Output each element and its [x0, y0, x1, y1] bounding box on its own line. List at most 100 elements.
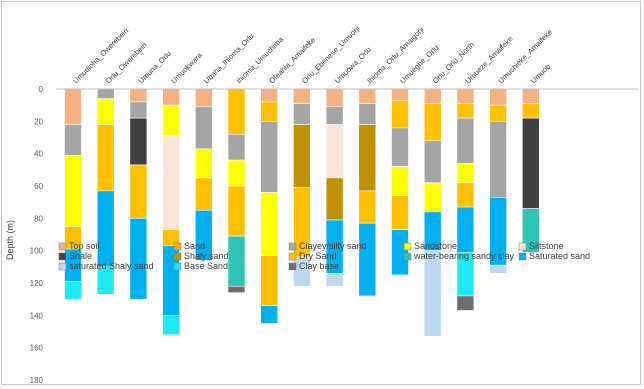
layer-segment — [521, 103, 540, 119]
legend-label: Clay base — [299, 261, 339, 271]
legend-swatch — [173, 262, 182, 271]
layer-segment — [489, 104, 507, 122]
y-tick-label: 180 — [30, 376, 44, 384]
legend-swatch — [173, 242, 182, 251]
legend: Top soil Sand Clayey/silty sand Sandstone Si… — [58, 241, 590, 271]
legend-label: saturated Shaly sand — [69, 261, 154, 271]
layer-segment — [423, 140, 442, 184]
legend-swatch — [58, 252, 67, 261]
layer-segment — [358, 222, 377, 297]
layer-segment — [195, 209, 213, 261]
layer-segment — [293, 124, 311, 188]
layer-segment — [260, 305, 279, 324]
layer-segment — [423, 250, 442, 337]
legend-item: Base Sand — [173, 261, 228, 271]
legend-label: Sand — [184, 241, 205, 251]
layer-segment — [195, 88, 213, 108]
layer-segment — [489, 264, 507, 274]
layer-segment — [162, 88, 180, 106]
legend-item: Saturated sand — [518, 251, 590, 261]
layer-segment — [96, 190, 115, 268]
layer-segment — [391, 127, 409, 167]
well-column — [96, 88, 115, 295]
well-label: Umudioha_Owerebeiri — [71, 26, 130, 85]
layer-segment — [195, 148, 213, 179]
layer-segment — [391, 88, 409, 101]
well-label: Umuna_Orlu — [136, 49, 172, 85]
well-column — [423, 88, 442, 337]
layer-segment — [162, 315, 180, 336]
layer-segment — [293, 88, 311, 104]
layer-segment — [423, 182, 442, 213]
legend-swatch — [288, 242, 297, 251]
legend-item: water-bearing sandy clay — [403, 251, 515, 261]
legend-swatch — [58, 242, 67, 251]
well-column — [521, 88, 540, 253]
layer-segment — [456, 206, 475, 253]
legend-label: Base Sand — [184, 261, 228, 271]
layer-segment — [325, 124, 344, 179]
layer-segment — [64, 124, 82, 156]
legend-item: Sandstone — [403, 241, 457, 251]
y-tick-label: 60 — [34, 182, 43, 191]
layer-segment — [521, 117, 540, 209]
legend-label: Top soil — [69, 241, 100, 251]
well-column — [64, 88, 82, 300]
legend-label: Sandstone — [414, 241, 457, 251]
layer-segment — [358, 88, 377, 104]
layer-segment — [260, 255, 279, 306]
y-tick-label: 140 — [30, 311, 44, 320]
well-label: Umuob — [529, 62, 552, 85]
layer-segment — [260, 101, 279, 122]
layer-segment — [358, 190, 377, 224]
layer-segment — [391, 166, 409, 197]
layer-segment — [456, 103, 475, 119]
y-axis-label: Depth (m) — [5, 220, 15, 260]
layer-segment — [521, 208, 540, 253]
legend-item: Clay base — [288, 261, 339, 271]
layer-segment — [64, 281, 82, 300]
legend-label: Saturated sand — [529, 251, 590, 261]
layer-segment — [423, 103, 442, 142]
legend-label: water-bearing sandy clay — [413, 251, 515, 261]
layer-segment — [227, 133, 246, 161]
well-column — [129, 88, 148, 300]
layer-segment — [129, 218, 148, 300]
plot-area — [64, 88, 540, 337]
layer-segment — [325, 272, 344, 287]
layer-segment — [456, 117, 475, 164]
layer-segment — [456, 163, 475, 184]
legend-item: saturated Shaly sand — [58, 261, 154, 271]
layer-segment — [391, 229, 409, 276]
layer-segment — [325, 88, 344, 108]
well-label: Umuokwara — [169, 50, 204, 85]
layer-segment — [227, 285, 246, 294]
layer-segment — [325, 177, 344, 221]
layer-segment — [358, 103, 377, 125]
layer-segment — [162, 135, 180, 230]
layer-segment — [456, 88, 475, 104]
layer-segment — [195, 106, 213, 150]
well-column — [325, 88, 344, 287]
layer-segment — [162, 104, 180, 137]
well-column — [162, 88, 180, 336]
well-label: Orlu_Ebenese_Umuorji — [300, 24, 362, 86]
legend-swatch — [173, 252, 182, 261]
layer-segment — [489, 88, 507, 106]
legend-swatch — [403, 242, 412, 251]
layer-segment — [129, 117, 148, 166]
layer-segment — [129, 164, 148, 219]
legend-swatch — [288, 262, 297, 271]
well-column — [456, 88, 475, 311]
layer-segment — [489, 121, 507, 198]
y-tick-label: 40 — [34, 150, 43, 159]
layer-segment — [521, 88, 540, 104]
legend-swatch — [518, 252, 527, 261]
legend-item: Shale — [58, 251, 92, 261]
legend-item: Top soil — [58, 241, 100, 251]
layer-segment — [227, 159, 246, 187]
layer-segment — [129, 88, 148, 103]
well-column — [391, 88, 409, 276]
legend-swatch — [58, 262, 67, 271]
layer-segment — [96, 98, 115, 125]
